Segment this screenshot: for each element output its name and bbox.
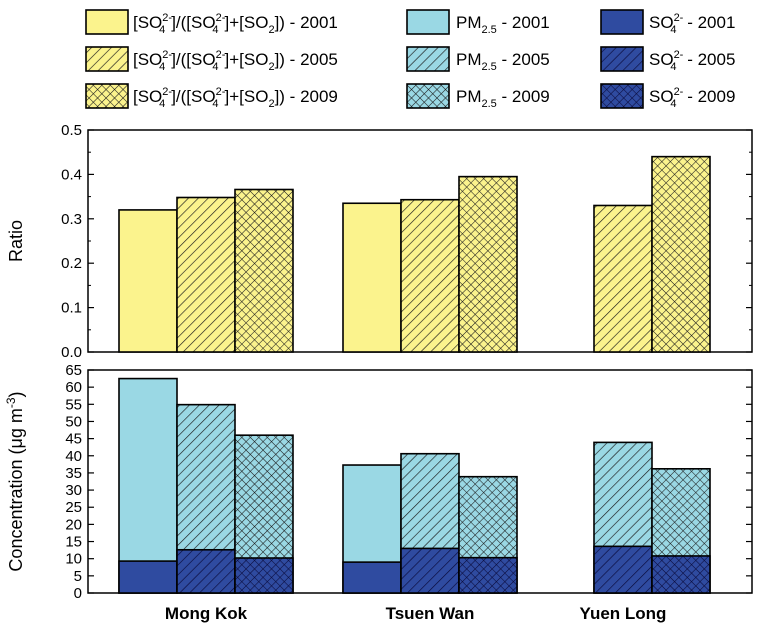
y-tick-label: 45 [65, 431, 82, 448]
legend-label: PM2.5 - 2009 [456, 87, 550, 110]
x-category-label: Yuen Long [580, 604, 667, 623]
legend-label: SO2-4 - 2005 [649, 49, 735, 73]
x-category-label: Tsuen Wan [386, 604, 475, 623]
legend-entry-pm-2009: PM2.5 - 2009 [406, 83, 550, 110]
y-tick-label: 15 [65, 534, 82, 551]
legend-label: SO2-4 - 2009 [649, 86, 735, 110]
legend: [SO2-4]/([SO2-4]+[SO2]) - 2001 PM2.5 - 20… [85, 9, 735, 110]
y-tick-label: 0.5 [61, 122, 82, 139]
legend-label: PM2.5 - 2005 [456, 50, 550, 73]
legend-label: PM2.5 - 2001 [456, 13, 550, 36]
legend-swatch [600, 46, 644, 72]
legend-swatch [600, 9, 644, 35]
legend-entry-ratio-2001: [SO2-4]/([SO2-4]+[SO2]) - 2001 [85, 9, 338, 36]
y-tick-label: 20 [65, 516, 82, 533]
y-tick-label: 50 [65, 413, 82, 430]
legend-entry-ratio-2005: [SO2-4]/([SO2-4]+[SO2]) - 2005 [85, 46, 338, 73]
y-tick-label: 0.2 [61, 255, 82, 272]
legend-swatch [406, 9, 450, 35]
bar-ratio-2-1 [458, 175, 518, 353]
y-tick-label: 0.0 [61, 344, 82, 361]
legend-entry-so4-2005: SO2-4 - 2005 [600, 46, 735, 73]
y-axis-label: Ratio [6, 220, 26, 262]
bar-ratio-1-0 [176, 196, 236, 353]
bar-ratio-0-0 [118, 209, 178, 353]
y-tick-label: 35 [65, 465, 82, 482]
legend-swatch [85, 46, 129, 72]
y-tick-label: 10 [65, 551, 82, 568]
bar-so4-0-0 [118, 560, 178, 594]
bar-so4-2-1 [458, 556, 518, 594]
y-tick-label: 60 [65, 379, 82, 396]
legend-entry-pm-2001: PM2.5 - 2001 [406, 9, 550, 36]
y-tick-label: 0.3 [61, 211, 82, 228]
legend-label: [SO2-4]/([SO2-4]+[SO2]) - 2001 [133, 12, 338, 36]
legend-label: [SO2-4]/([SO2-4]+[SO2]) - 2009 [133, 86, 338, 110]
bar-ratio-2-0 [234, 188, 294, 353]
legend-swatch [406, 83, 450, 109]
legend-entry-so4-2009: SO2-4 - 2009 [600, 83, 735, 110]
y-axis-label: Concentration (μg m-3) [4, 391, 26, 571]
y-tick-label: 0.4 [61, 166, 82, 183]
bar-so4-2-0 [234, 557, 294, 594]
bar-so4-2-2 [651, 555, 711, 594]
legend-entry-ratio-2009: [SO2-4]/([SO2-4]+[SO2]) - 2009 [85, 83, 338, 110]
bar-so4-1-0 [176, 548, 236, 594]
y-tick-label: 0 [74, 585, 82, 602]
bar-so4-1-1 [400, 547, 460, 594]
legend-swatch [600, 83, 644, 109]
legend-entry-pm-2005: PM2.5 - 2005 [406, 46, 550, 73]
legend-swatch [85, 83, 129, 109]
bar-pm25-0-0 [118, 377, 178, 594]
y-tick-label: 30 [65, 482, 82, 499]
bar-ratio-1-2 [593, 204, 653, 353]
ratio-panel: 0.0 0.1 0.2 0.3 0.4 0.5 Ratio [6, 122, 753, 361]
y-tick-label: 55 [65, 396, 82, 413]
y-tick-label: 65 [65, 362, 82, 379]
y-tick-label: 0.1 [61, 300, 82, 317]
x-category-label: Mong Kok [165, 604, 248, 623]
legend-swatch [85, 9, 129, 35]
bar-ratio-0-1 [342, 202, 402, 353]
bar-so4-1-2 [593, 545, 653, 594]
legend-entry-so4-2001: SO2-4 - 2001 [600, 9, 735, 36]
bar-ratio-1-1 [400, 198, 460, 353]
y-tick-label: 40 [65, 448, 82, 465]
y-tick-label: 5 [74, 568, 82, 585]
legend-label: SO2-4 - 2001 [649, 12, 735, 36]
legend-label: [SO2-4]/([SO2-4]+[SO2]) - 2005 [133, 49, 338, 73]
y-tick-label: 25 [65, 499, 82, 516]
bar-ratio-2-2 [651, 155, 711, 353]
bar-so4-0-1 [342, 561, 402, 594]
legend-swatch [406, 46, 450, 72]
